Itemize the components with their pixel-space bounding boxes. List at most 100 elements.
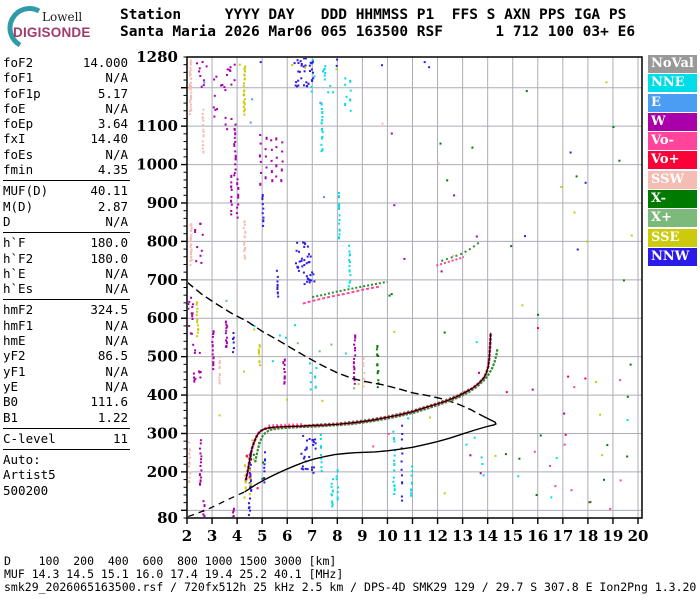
param-value: N/A	[105, 265, 128, 281]
param-value: N/A	[105, 281, 128, 297]
param-label: B0	[3, 394, 19, 410]
param-value: 180.0	[90, 235, 128, 251]
param-value: 4.35	[97, 162, 128, 178]
param-value: 5.17	[97, 85, 128, 101]
param-row: h`E N/A	[3, 266, 130, 281]
param-value: N/A	[105, 100, 128, 116]
param-value: N/A	[105, 70, 128, 86]
station-header: Station YYYY DAY DDD HHMMSS P1 FFS S AXN…	[120, 7, 635, 40]
second-hop-o-trace-upper	[436, 255, 465, 267]
y-tick-label: 1100	[136, 117, 178, 135]
logo-digisonde-text: DIGISONDE	[13, 25, 91, 40]
param-label: fmin	[3, 162, 34, 178]
param-value: 14.40	[90, 131, 128, 147]
param-label: B1	[3, 409, 19, 425]
y-tick-label: 900	[147, 194, 178, 212]
panel-separator	[3, 299, 130, 301]
panel-text-line: 500200	[3, 482, 49, 498]
header-columns-row: Station YYYY DAY DDD HHMMSS P1 FFS S AXN…	[120, 7, 627, 23]
param-label: foF1	[3, 70, 34, 86]
header-values-row: Santa Maria 2026 Mar06 065 163500 RSF 1 …	[120, 23, 636, 40]
param-value: 180.0	[90, 250, 128, 266]
param-row: D N/A	[3, 214, 130, 229]
panel-separator	[3, 180, 130, 182]
param-row: fxI 14.40	[3, 131, 130, 146]
param-row: foEp 3.64	[3, 116, 130, 131]
param-label: hmF1	[3, 317, 34, 333]
param-value: N/A	[105, 146, 128, 162]
param-row: hmE N/A	[3, 333, 130, 348]
x-tick-label: 10	[377, 527, 398, 545]
param-label: h`F	[3, 235, 26, 251]
legend-item-nne: NNE	[648, 74, 697, 93]
param-value: 3.64	[97, 116, 128, 132]
axes: 2 3 4 5 6 7 8 9 10 11 12 13 14 15 16 17 18 19 20 1280 1100 10…	[136, 48, 648, 545]
param-label: h`Es	[3, 281, 34, 297]
second-hop-o-trace	[302, 285, 382, 305]
o-mode-trace	[244, 332, 492, 481]
echo-noise-dots	[188, 58, 633, 517]
param-label: MUF(D)	[3, 183, 49, 199]
logo-lowell-text: Lowell	[42, 10, 83, 24]
param-value: 86.5	[97, 348, 128, 364]
param-label: foEs	[3, 146, 34, 162]
y-tick-label: 400	[147, 386, 178, 404]
x-tick-label: 14	[477, 527, 498, 545]
x-tick-label: 11	[402, 527, 423, 545]
status-line: smk29_2026065163500.rsf / 720fx512h 25 k…	[4, 580, 697, 594]
legend-item-vo: Vo+	[648, 151, 697, 170]
legend-item-ssw: SSW	[648, 170, 697, 189]
profile-model-dashed	[188, 491, 245, 517]
param-label: h`E	[3, 265, 26, 281]
parameter-panel: foF2 14.000 foF1 N/A foF1p 5.17 foE N/A foEp 3.64…	[3, 55, 130, 498]
param-label: M(D)	[3, 198, 34, 214]
x-tick-label: 16	[527, 527, 548, 545]
param-label: foEp	[3, 116, 34, 132]
legend-item-nnw: NNW	[648, 247, 697, 266]
y-tick-label: 200	[147, 463, 178, 481]
panel-separator	[3, 232, 130, 234]
param-label: C-level	[3, 430, 56, 446]
param-value: N/A	[105, 213, 128, 229]
ionogram-curves	[188, 241, 499, 517]
param-label: D	[3, 213, 11, 229]
x-tick-label: 4	[232, 527, 242, 545]
true-height-profile	[244, 424, 495, 493]
param-label: foF1p	[3, 85, 41, 101]
param-row: h`Es N/A	[3, 281, 130, 296]
y-tick-label: 1280	[136, 48, 178, 66]
x-tick-label: 3	[207, 527, 217, 545]
panel-text-line: Artist5	[3, 467, 56, 483]
param-value: 111.6	[90, 394, 128, 410]
x-tick-label: 2	[182, 527, 192, 545]
param-label: foF2	[3, 55, 34, 70]
param-label: hmF2	[3, 302, 34, 318]
param-label: yE	[3, 378, 19, 394]
x-tick-label: 20	[628, 527, 649, 545]
param-value: 40.11	[90, 183, 128, 199]
param-value: 14.000	[82, 55, 128, 70]
param-label: foE	[3, 100, 26, 116]
muf-transmission-curve-dashed	[188, 282, 485, 418]
logo-arc-icon	[7, 6, 41, 48]
param-row: fmin 4.35	[3, 162, 130, 177]
x-tick-label: 12	[427, 527, 448, 545]
legend-item-vo: Vo-	[648, 132, 697, 151]
grid-lines	[187, 57, 642, 518]
x-trace-fringe	[312, 387, 471, 426]
param-row: foEs N/A	[3, 147, 130, 162]
param-value: N/A	[105, 378, 128, 394]
param-row: foF1p 5.17	[3, 86, 130, 101]
param-label: yF2	[3, 348, 26, 364]
second-hop-x-trace	[312, 280, 388, 299]
param-row: foE N/A	[3, 101, 130, 116]
param-row: hmF2 324.5	[3, 302, 130, 317]
param-value: N/A	[105, 333, 128, 349]
param-row: yF1 N/A	[3, 364, 130, 379]
legend-item-e: E	[648, 93, 697, 112]
y-tick-label: 600	[147, 309, 178, 327]
param-value: 1.22	[97, 409, 128, 425]
color-legend: NoVal NNE E W Vo- Vo+ SSW X- X+ SSE NNW	[648, 55, 697, 267]
lowell-digisonde-logo: Lowell DIGISONDE	[6, 4, 118, 48]
